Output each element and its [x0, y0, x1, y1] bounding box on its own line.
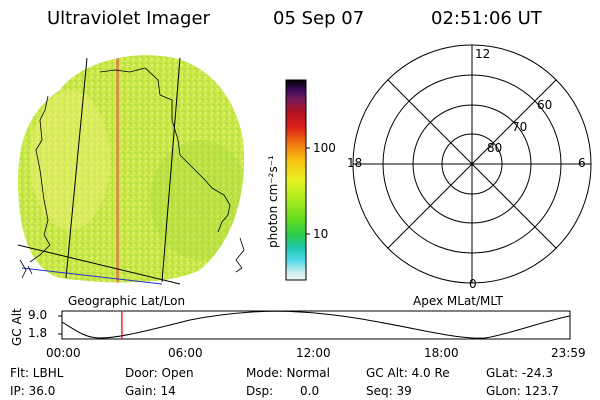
dsp-label: Dsp: — [246, 384, 274, 398]
lat-label-80: 80 — [487, 141, 503, 155]
colorbar-unit-label: photon cm⁻²s⁻¹ — [266, 155, 280, 248]
door-field: Door: Open — [125, 366, 194, 380]
colorbar — [285, 79, 307, 281]
mlt-label-0: 0 — [469, 277, 477, 291]
geographic-grid — [17, 57, 181, 285]
instrument-title: Ultraviolet Imager — [47, 8, 210, 29]
xtick-0000: 00:00 — [46, 346, 81, 360]
date-label: 05 Sep 07 — [273, 8, 365, 29]
mlt-label-18: 18 — [347, 156, 363, 170]
ip-field: IP: 36.0 — [10, 384, 56, 398]
altitude-curve — [61, 310, 571, 339]
colorbar-ticks — [306, 147, 310, 235]
xtick-1200: 12:00 — [296, 346, 331, 360]
altitude-yticks — [58, 315, 62, 335]
glon-field: GLon: 123.7 — [486, 384, 559, 398]
altitude-ytick-1-8: 1.8 — [28, 326, 48, 340]
seq-field: Seq: 39 — [366, 384, 412, 398]
mlt-label-6: 6 — [578, 156, 586, 170]
gain-field: Gain: 14 — [125, 384, 176, 398]
lat-label-70: 70 — [512, 120, 528, 134]
auroral-image — [18, 55, 245, 283]
lat-label-60: 60 — [537, 98, 553, 112]
apex-label: Apex MLat/MLT — [413, 294, 503, 308]
colorbar-tick-100: 100 — [313, 141, 336, 155]
flt-field: Flt: LBHL — [10, 366, 64, 380]
xtick-1800: 18:00 — [424, 346, 459, 360]
coastline — [19, 67, 245, 279]
geographic-label: Geographic Lat/Lon — [68, 294, 186, 308]
dsp-value: 0.0 — [300, 384, 320, 398]
glat-field: GLat: -24.3 — [486, 366, 553, 380]
altitude-ytick-9: 9.0 — [28, 308, 48, 322]
polar-grid — [352, 44, 592, 284]
colorbar-tick-10: 10 — [313, 227, 329, 241]
altitude-ylabel: GC Alt — [10, 308, 24, 346]
altitude-plot-frame — [61, 310, 571, 340]
mlt-label-12: 12 — [475, 47, 491, 61]
time-label: 02:51:06 UT — [431, 8, 542, 29]
xtick-0600: 06:00 — [168, 346, 203, 360]
gcalt-field: GC Alt: 4.0 Re — [366, 366, 450, 380]
mode-field: Mode: Normal — [246, 366, 330, 380]
xtick-2359: 23:59 — [551, 346, 586, 360]
